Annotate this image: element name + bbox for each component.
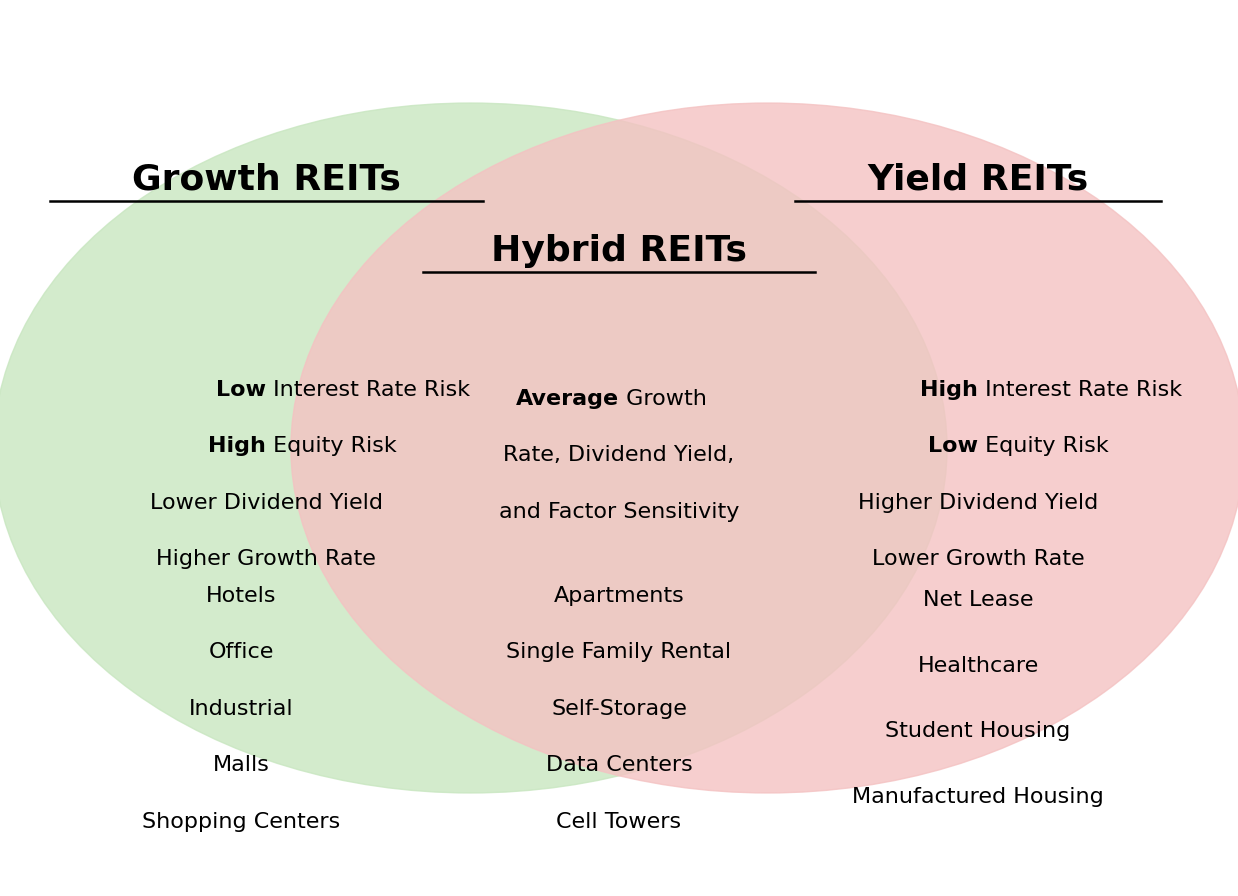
Text: Low: Low bbox=[217, 380, 266, 400]
Text: Growth REITs: Growth REITs bbox=[131, 162, 401, 196]
Text: Average: Average bbox=[516, 389, 619, 409]
Text: Interest Rate Risk: Interest Rate Risk bbox=[978, 380, 1182, 400]
Text: Equity Risk: Equity Risk bbox=[266, 436, 397, 456]
Text: Interest Rate Risk: Interest Rate Risk bbox=[266, 380, 470, 400]
Text: Apartments: Apartments bbox=[553, 586, 685, 606]
Text: Healthcare: Healthcare bbox=[917, 656, 1039, 676]
Text: Low: Low bbox=[928, 436, 978, 456]
Text: Hotels: Hotels bbox=[207, 586, 276, 606]
Text: Manufactured Housing: Manufactured Housing bbox=[852, 787, 1104, 806]
Text: Higher Dividend Yield: Higher Dividend Yield bbox=[858, 493, 1098, 513]
Text: Yield REITs: Yield REITs bbox=[868, 162, 1088, 196]
Text: Higher Growth Rate: Higher Growth Rate bbox=[156, 549, 376, 569]
Text: Student Housing: Student Housing bbox=[885, 721, 1071, 741]
Text: Cell Towers: Cell Towers bbox=[556, 812, 682, 831]
Text: Lower Growth Rate: Lower Growth Rate bbox=[872, 549, 1084, 569]
Text: Self-Storage: Self-Storage bbox=[551, 699, 687, 719]
Text: and Factor Sensitivity: and Factor Sensitivity bbox=[499, 502, 739, 521]
Text: Malls: Malls bbox=[213, 755, 270, 775]
Text: Rate, Dividend Yield,: Rate, Dividend Yield, bbox=[504, 445, 734, 465]
Text: Growth: Growth bbox=[619, 389, 707, 409]
Text: Shopping Centers: Shopping Centers bbox=[142, 812, 340, 831]
Circle shape bbox=[291, 103, 1238, 793]
Text: Office: Office bbox=[209, 642, 274, 662]
Text: Data Centers: Data Centers bbox=[546, 755, 692, 775]
Text: Hybrid REITs: Hybrid REITs bbox=[491, 234, 747, 268]
Text: High: High bbox=[920, 380, 978, 400]
Text: Lower Dividend Yield: Lower Dividend Yield bbox=[150, 493, 383, 513]
Text: Industrial: Industrial bbox=[189, 699, 293, 719]
Text: Equity Risk: Equity Risk bbox=[978, 436, 1109, 456]
Text: Single Family Rental: Single Family Rental bbox=[506, 642, 732, 662]
Text: High: High bbox=[208, 436, 266, 456]
Circle shape bbox=[0, 103, 947, 793]
Text: Net Lease: Net Lease bbox=[922, 590, 1034, 610]
